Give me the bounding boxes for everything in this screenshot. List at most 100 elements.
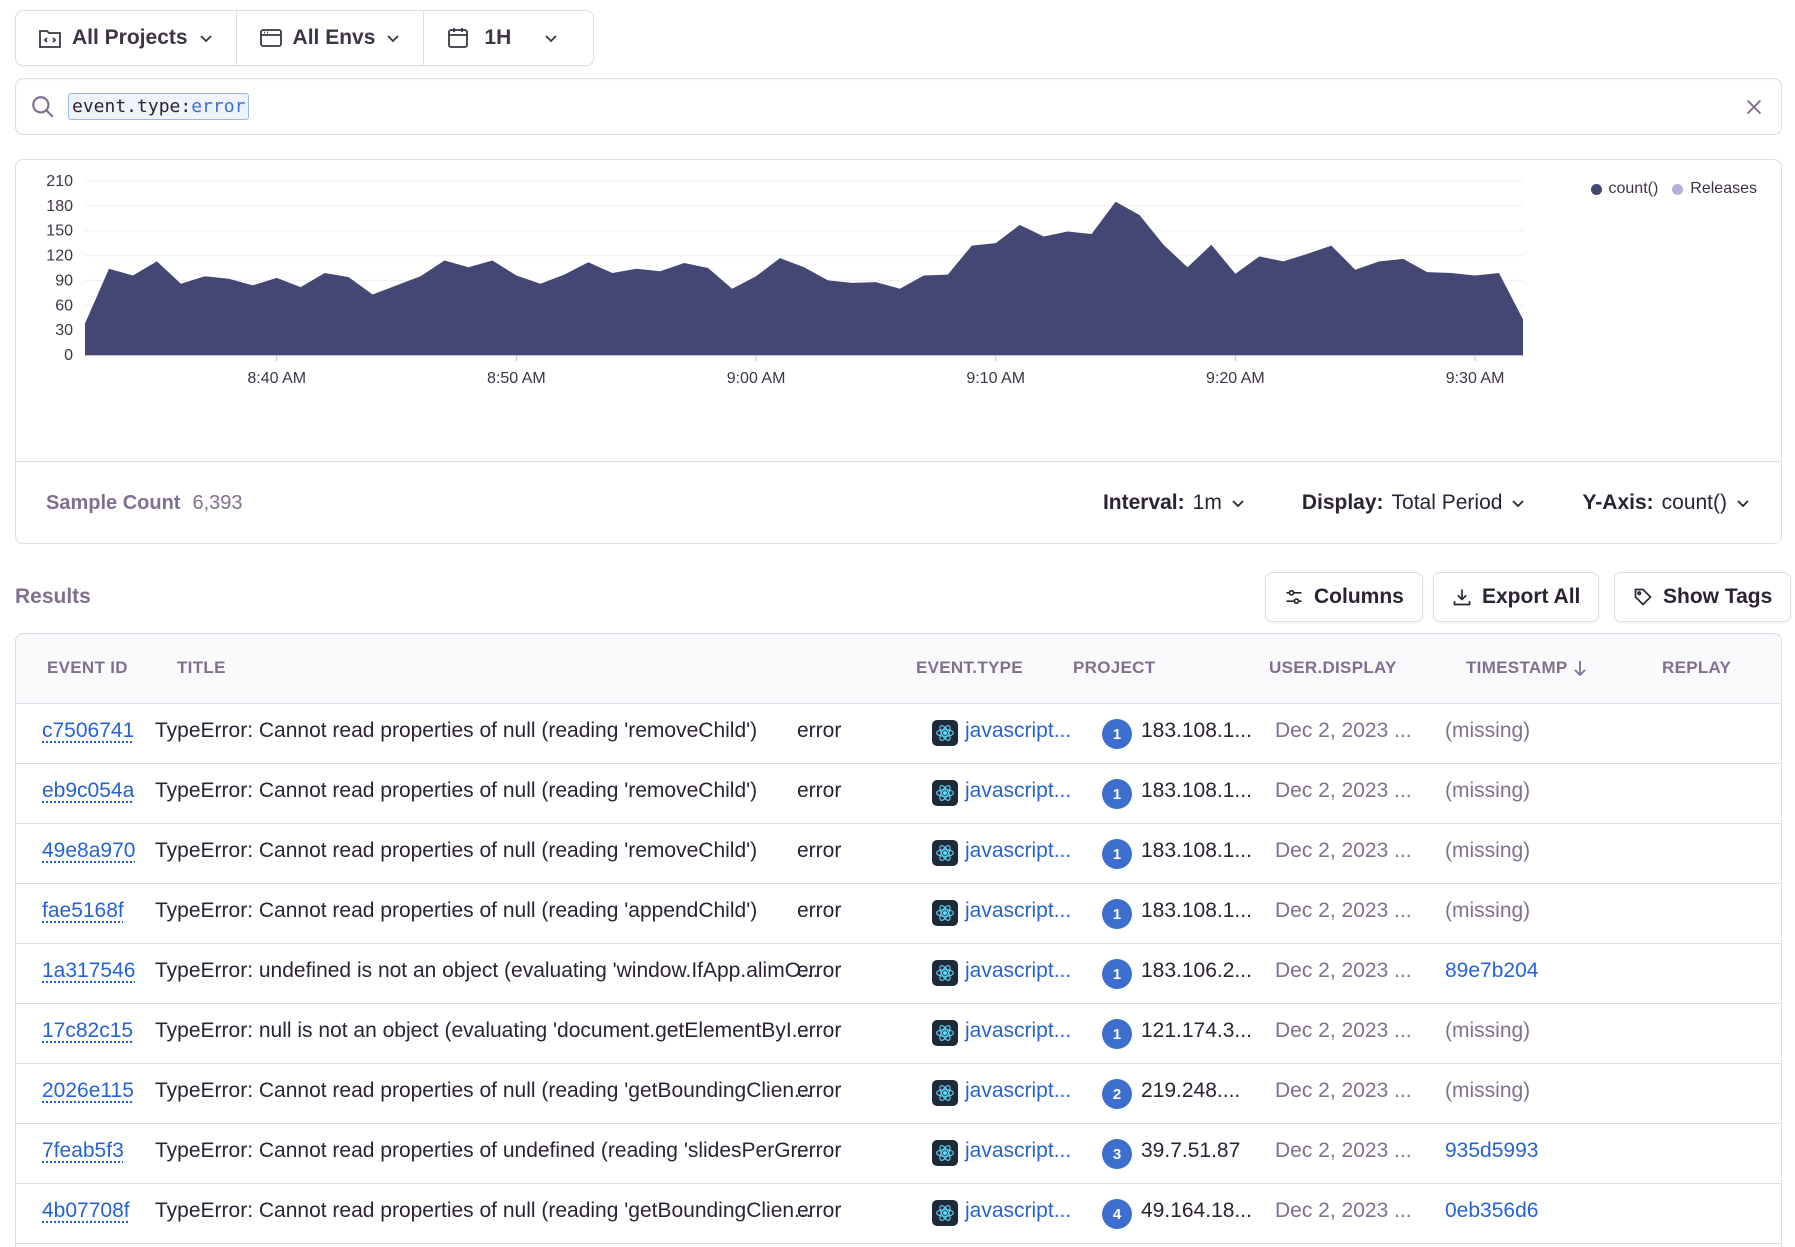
user-display: 39.7.51.87 [1141,1139,1240,1163]
tag-icon [1633,587,1653,607]
event-id-link[interactable]: eb9c054a [42,779,134,803]
react-icon [935,843,955,863]
user-display: 219.248.... [1141,1079,1240,1103]
event-type: error [797,899,841,923]
event-title: TypeError: Cannot read properties of nul… [155,839,757,863]
user-avatar-badge: 1 [1102,839,1132,869]
project-filter-button[interactable]: All Projects [16,11,236,65]
replay-cell[interactable]: 935d5993 [1445,1139,1538,1163]
event-id-link[interactable]: 1a317546 [42,959,135,983]
column-header-event-type[interactable]: EVENT.TYPE [916,658,1023,678]
replay-cell[interactable]: 89e7b204 [1445,959,1538,983]
replay-cell[interactable]: 0eb356d6 [1445,1199,1538,1223]
x-tick-label: 9:00 AM [727,370,786,387]
column-header-replay[interactable]: REPLAY [1662,658,1731,678]
replay-cell: (missing) [1445,1019,1530,1043]
count-series-area[interactable] [85,202,1523,355]
replay-cell: (missing) [1445,1079,1530,1103]
column-header-title[interactable]: TITLE [177,658,226,678]
y-tick-label: 180 [46,198,73,215]
event-id-link[interactable]: 2026e115 [42,1079,134,1103]
user-display: 49.164.18... [1141,1199,1252,1223]
user-display: 183.108.1... [1141,779,1252,803]
table-row: c7506741 TypeError: Cannot read propertie… [16,704,1781,764]
search-query-token[interactable]: event.type:error [68,93,249,120]
column-header-event-id[interactable]: EVENT ID [47,658,128,678]
project-link[interactable]: javascript... [965,719,1071,743]
interval-dropdown[interactable]: Interval: 1m [1103,491,1246,515]
date-range-filter-button[interactable]: 1H [423,11,581,65]
event-title: TypeError: Cannot read properties of und… [155,1139,814,1163]
event-id-link[interactable]: 49e8a970 [42,839,135,863]
x-tick-label: 8:50 AM [487,370,546,387]
project-link[interactable]: javascript... [965,779,1071,803]
legend-releases[interactable]: Releases [1672,180,1757,198]
show-tags-button[interactable]: Show Tags [1614,572,1791,622]
event-type: error [797,779,841,803]
project-platform-icon [932,1080,958,1106]
download-icon [1452,587,1472,607]
events-area-chart: 03060901201501802108:40 AM 8:50 AM 9:00 AM… [16,160,1781,460]
event-id-link[interactable]: c7506741 [42,719,134,743]
legend-count[interactable]: count() [1591,180,1659,198]
project-link[interactable]: javascript... [965,1079,1071,1103]
project-platform-icon [932,840,958,866]
columns-button[interactable]: Columns [1265,572,1423,622]
project-link[interactable]: javascript... [965,959,1071,983]
event-id-link[interactable]: fae5168f [42,899,124,923]
user-avatar-badge: 4 [1102,1199,1132,1229]
user-avatar-badge: 1 [1102,959,1132,989]
event-id-link[interactable]: 17c82c15 [42,1019,133,1043]
sample-count-label: Sample Count [46,492,180,515]
project-platform-icon [932,960,958,986]
columns-button-label: Columns [1314,585,1404,609]
environment-filter-button[interactable]: All Envs [236,11,424,65]
project-link[interactable]: javascript... [965,1019,1071,1043]
page-filter-bar: All Projects All Envs 1H [15,10,594,66]
chart-footer: Sample Count 6,393 Interval: 1m Display:… [16,461,1781,544]
project-link[interactable]: javascript... [965,1139,1071,1163]
x-tick-label: 9:30 AM [1446,370,1505,387]
react-icon [935,1143,955,1163]
chevron-down-icon [543,30,559,46]
user-avatar-badge: 1 [1102,899,1132,929]
environment-filter-label: All Envs [293,26,376,50]
project-platform-icon [932,1020,958,1046]
user-display: 183.108.1... [1141,899,1252,923]
event-title: TypeError: undefined is not an object (e… [155,959,819,983]
project-link[interactable]: javascript... [965,839,1071,863]
arrow-down-icon [1572,659,1588,677]
chevron-down-icon [385,30,401,46]
user-display: 183.108.1... [1141,839,1252,863]
event-id-link[interactable]: 7feab5f3 [42,1139,124,1163]
column-header-timestamp[interactable]: TIMESTAMP [1466,658,1588,678]
search-token-key: event.type: [72,96,191,117]
close-icon[interactable] [1743,96,1765,118]
event-id-link[interactable]: 4b07708f [42,1199,130,1223]
event-type: error [797,1019,841,1043]
interval-label: Interval: [1103,491,1185,515]
column-header-user-display[interactable]: USER.DISPLAY [1269,658,1397,678]
project-link[interactable]: javascript... [965,1199,1071,1223]
event-timestamp: Dec 2, 2023 ... [1275,899,1412,923]
column-header-project[interactable]: PROJECT [1073,658,1155,678]
chart-panel: 0 30 60 90 120 150 180 210 8:40 AM 8:50 AM 9:00 AM… [15,159,1782,544]
event-title: TypeError: Cannot read properties of nul… [155,719,757,743]
yaxis-value: count() [1662,491,1727,515]
project-platform-icon [932,1200,958,1226]
user-avatar-badge: 2 [1102,1079,1132,1109]
chart-legend: count() Releases [1591,180,1758,198]
export-all-button[interactable]: Export All [1433,572,1599,622]
replay-cell: (missing) [1445,779,1530,803]
chart-controls: Interval: 1m Display: Total Period Y-Axi… [1103,491,1751,515]
replay-cell: (missing) [1445,719,1530,743]
chevron-down-icon [1735,495,1751,511]
display-dropdown[interactable]: Display: Total Period [1302,491,1527,515]
project-link[interactable]: javascript... [965,899,1071,923]
yaxis-label: Y-Axis: [1582,491,1653,515]
user-avatar-badge: 1 [1102,779,1132,809]
react-icon [935,903,955,923]
yaxis-dropdown[interactable]: Y-Axis: count() [1582,491,1751,515]
search-bar[interactable]: event.type:error [15,78,1782,135]
event-title: TypeError: Cannot read properties of nul… [155,899,757,923]
